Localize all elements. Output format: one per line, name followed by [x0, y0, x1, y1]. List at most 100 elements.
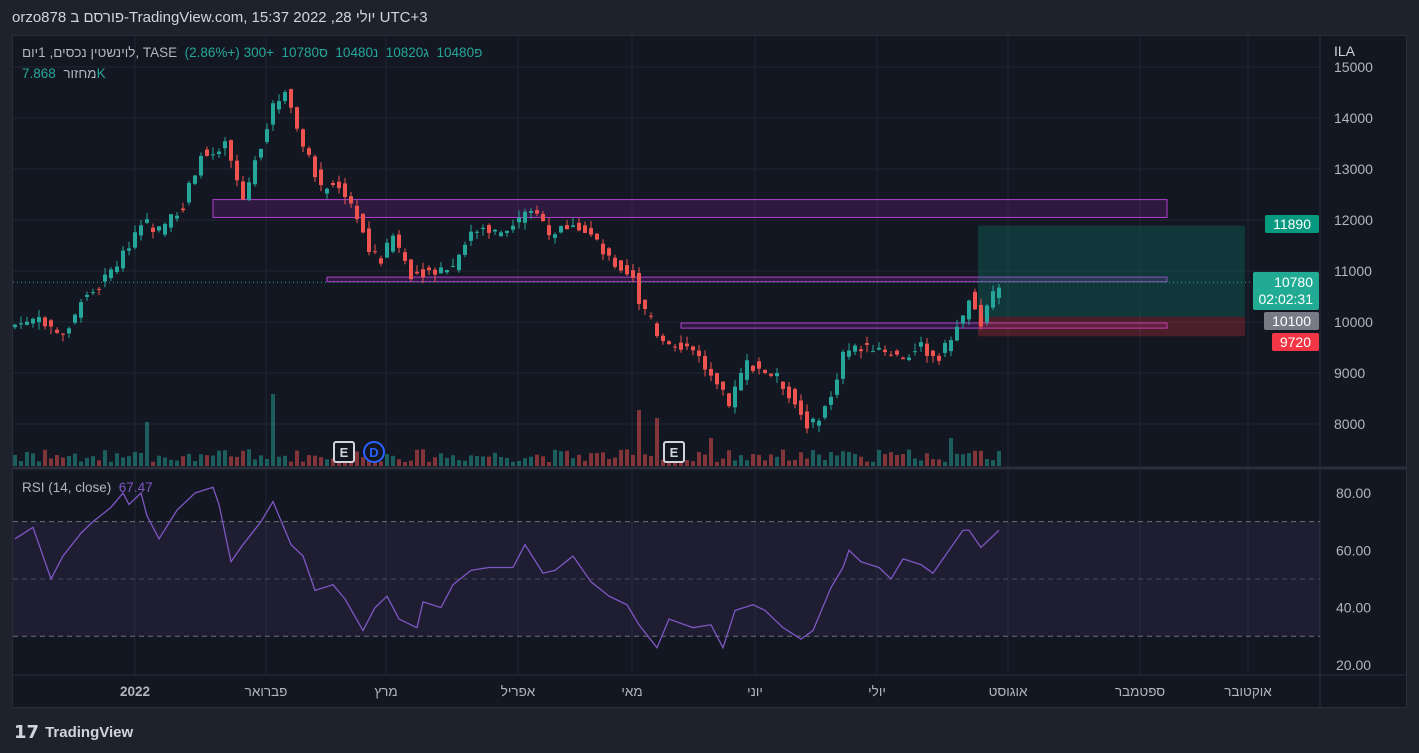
volume-bar [403, 461, 407, 466]
time-tick: יוני [747, 684, 763, 699]
candle-body [907, 357, 911, 361]
volume-bar [481, 456, 485, 466]
candle-body [31, 318, 35, 324]
volume-bar [187, 453, 191, 466]
candle-body [85, 294, 89, 297]
volume-bar [493, 452, 497, 466]
volume-bar [499, 456, 503, 466]
candle-body [685, 343, 689, 347]
time-tick: אוקטובר [1224, 684, 1272, 699]
volume-bar [709, 438, 713, 466]
volume-bar [721, 458, 725, 466]
entry-price-label: 10100 [1264, 312, 1319, 330]
rsi-label: RSI (14, close) [22, 480, 112, 495]
candle-body [457, 254, 461, 271]
candle-body [493, 229, 497, 232]
candle-body [943, 342, 947, 353]
volume-bar [241, 450, 245, 466]
candle-body [523, 211, 527, 223]
candle-body [805, 411, 809, 429]
volume-bar [265, 459, 269, 466]
candle-body [955, 326, 959, 341]
candle-body [565, 225, 569, 230]
volume-bar [313, 455, 317, 466]
candle-body [229, 140, 233, 161]
candle-body [19, 323, 23, 325]
symbol-legend: לוינשטין נכסים, 1יום, TASE פ10480 ג10820… [22, 45, 482, 60]
volume-bar [13, 454, 17, 466]
candle-body [865, 343, 869, 345]
candle-body [817, 420, 821, 426]
candle-body [967, 300, 971, 320]
event-label: D [369, 445, 378, 460]
volume-bar [223, 450, 227, 466]
volume-bar [739, 455, 743, 466]
volume-bar [25, 451, 29, 466]
volume-bar [583, 460, 587, 466]
volume-bar [931, 459, 935, 466]
support-resistance-zone [212, 199, 1168, 218]
candle-body [991, 291, 995, 308]
candle-body [421, 269, 425, 278]
bar-countdown: 02:02:31 [1258, 291, 1314, 307]
candle-body [409, 259, 413, 280]
candle-body [415, 271, 419, 274]
long-position-loss-zone [978, 316, 1245, 337]
candle-body [187, 182, 191, 203]
candle-body [205, 149, 209, 156]
volume-bar [355, 451, 359, 466]
volume-bar [175, 460, 179, 466]
candle-body [463, 244, 467, 255]
volume-bar [775, 456, 779, 466]
volume-bar [889, 452, 893, 466]
volume-bar [859, 456, 863, 466]
volume-bar [943, 461, 947, 466]
candle-body [811, 418, 815, 423]
candle-body [961, 315, 965, 324]
volume-bar [133, 451, 137, 466]
volume-bar [883, 454, 887, 466]
volume-bar [907, 449, 911, 466]
candle-body [301, 129, 305, 147]
candle-body [667, 341, 671, 345]
volume-bar [289, 461, 293, 466]
candle-body [877, 347, 881, 350]
event-label: E [340, 445, 349, 460]
volume-bar [121, 457, 125, 466]
candle-body [733, 386, 737, 408]
candle-body [211, 154, 215, 156]
volume-bar [205, 455, 209, 466]
candle-body [769, 373, 773, 376]
candle-body [163, 223, 167, 235]
candle-body [313, 156, 317, 178]
volume-bar [307, 455, 311, 466]
time-tick: מאי [621, 684, 642, 699]
candle-body [67, 328, 71, 334]
candle-body [625, 265, 629, 275]
volume-bar [229, 456, 233, 466]
candle-body [247, 182, 251, 200]
rsi-tick: 20.00 [1336, 657, 1371, 673]
tradingview-logo[interactable]: 𝟭𝟳 TradingView [14, 722, 133, 743]
candle-body [901, 357, 905, 360]
volume-bar [397, 459, 401, 466]
volume-bar [169, 459, 173, 466]
candle-body [109, 269, 113, 279]
volume-bar [925, 453, 929, 466]
volume-bar [457, 460, 461, 466]
volume-bar [697, 451, 701, 466]
price-tick: 13000 [1334, 161, 1373, 177]
volume-bar [259, 455, 263, 466]
volume-bar [361, 457, 365, 466]
volume-value: 7.868K [22, 66, 106, 81]
volume-bar [469, 455, 473, 466]
volume-bar [127, 456, 131, 466]
candle-body [541, 213, 545, 222]
candle-body [847, 350, 851, 357]
time-tick: אפריל [501, 684, 536, 699]
support-resistance-zone [326, 276, 1168, 283]
volume-bar [547, 461, 551, 466]
candle-body [367, 228, 371, 252]
volume-bar [19, 460, 23, 466]
